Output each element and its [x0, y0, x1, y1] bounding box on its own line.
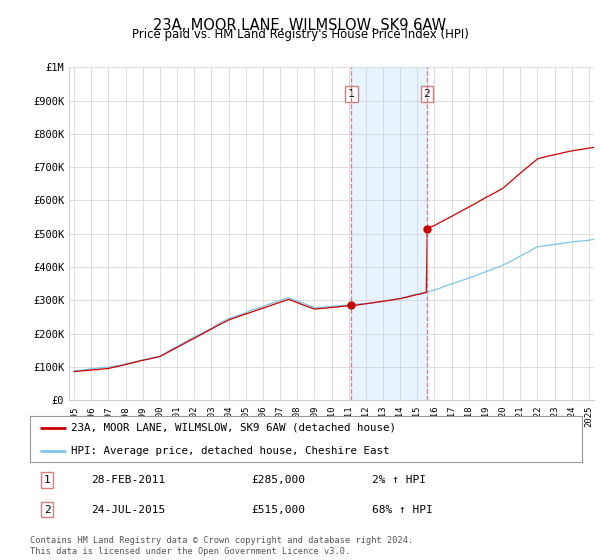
Text: 23A, MOOR LANE, WILMSLOW, SK9 6AW: 23A, MOOR LANE, WILMSLOW, SK9 6AW — [154, 18, 446, 33]
Text: 2: 2 — [424, 89, 430, 99]
Text: £515,000: £515,000 — [251, 505, 305, 515]
Text: 68% ↑ HPI: 68% ↑ HPI — [372, 505, 433, 515]
Text: 28-FEB-2011: 28-FEB-2011 — [91, 475, 165, 485]
Text: £285,000: £285,000 — [251, 475, 305, 485]
Text: 23A, MOOR LANE, WILMSLOW, SK9 6AW (detached house): 23A, MOOR LANE, WILMSLOW, SK9 6AW (detac… — [71, 423, 397, 432]
Text: 1: 1 — [44, 475, 50, 485]
Text: 24-JUL-2015: 24-JUL-2015 — [91, 505, 165, 515]
Text: Price paid vs. HM Land Registry's House Price Index (HPI): Price paid vs. HM Land Registry's House … — [131, 28, 469, 41]
Text: 1: 1 — [348, 89, 355, 99]
Text: 2: 2 — [44, 505, 50, 515]
Text: HPI: Average price, detached house, Cheshire East: HPI: Average price, detached house, Ches… — [71, 446, 390, 455]
Text: 2% ↑ HPI: 2% ↑ HPI — [372, 475, 426, 485]
Text: Contains HM Land Registry data © Crown copyright and database right 2024.
This d: Contains HM Land Registry data © Crown c… — [30, 536, 413, 556]
Bar — [352, 67, 427, 400]
